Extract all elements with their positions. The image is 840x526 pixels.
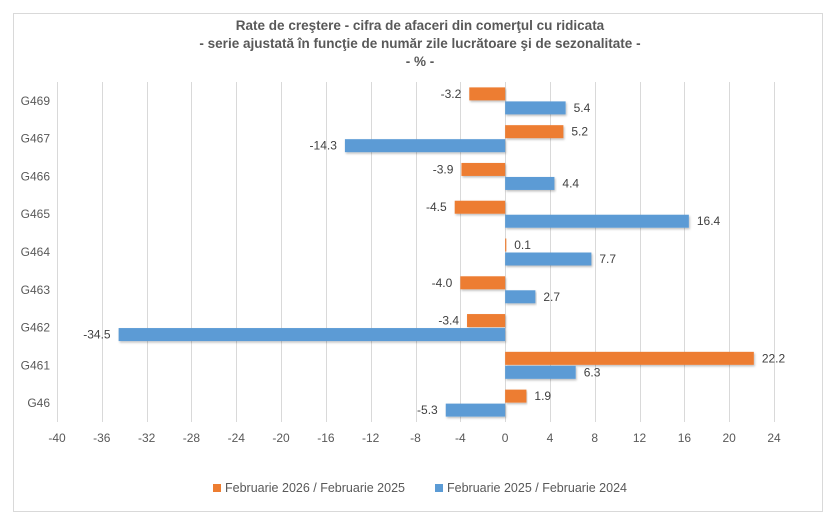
- bar-feb2026-vs-feb2025-G465[interactable]: [454, 200, 506, 214]
- bar-feb2026-vs-feb2025-G466[interactable]: [461, 162, 506, 176]
- x-tick-label: -20: [272, 431, 290, 445]
- legend-label: Februarie 2026 / Februarie 2025: [225, 481, 405, 495]
- x-tick-label: -4: [455, 431, 466, 445]
- x-tick-label: 16: [678, 431, 692, 445]
- data-label: 4.4: [562, 176, 579, 190]
- bar-feb2025-vs-feb2024-G467[interactable]: [344, 139, 506, 153]
- category-label: G465: [21, 207, 51, 221]
- data-label: 16.4: [697, 214, 721, 228]
- data-label: 0.1: [514, 238, 531, 252]
- data-label: -4.0: [432, 276, 453, 290]
- bar-feb2026-vs-feb2025-G467[interactable]: [505, 125, 564, 139]
- data-label: -3.2: [441, 87, 462, 101]
- category-label: G464: [21, 245, 51, 259]
- data-label: 6.3: [584, 365, 601, 379]
- x-tick-label: -8: [410, 431, 421, 445]
- gridlines: [57, 82, 775, 422]
- x-tick-label: -28: [183, 431, 201, 445]
- bar-feb2025-vs-feb2024-G46[interactable]: [445, 403, 506, 417]
- bar-feb2025-vs-feb2024-G463[interactable]: [505, 290, 536, 304]
- category-label: G469: [21, 94, 51, 108]
- legend-swatch-blue: [435, 484, 443, 492]
- bar-feb2026-vs-feb2025-G461[interactable]: [505, 351, 754, 365]
- bars: [118, 87, 754, 417]
- x-tick-label: -32: [138, 431, 156, 445]
- x-tick-label: 8: [591, 431, 598, 445]
- data-label: -3.9: [433, 162, 454, 176]
- x-tick-label: 24: [767, 431, 781, 445]
- data-label: 5.2: [571, 125, 588, 139]
- bar-feb2026-vs-feb2025-G46[interactable]: [505, 389, 527, 403]
- category-label: G463: [21, 283, 51, 297]
- bar-feb2025-vs-feb2024-G462[interactable]: [118, 328, 506, 342]
- x-tick-label: -40: [48, 431, 66, 445]
- legend-item-series-2[interactable]: Februarie 2025 / Februarie 2024: [435, 481, 627, 495]
- bar-feb2025-vs-feb2024-G461[interactable]: [505, 365, 576, 379]
- data-label: -5.3: [417, 403, 438, 417]
- data-label: 1.9: [534, 389, 551, 403]
- bar-feb2025-vs-feb2024-G465[interactable]: [505, 214, 689, 228]
- chart-subtitle: - serie ajustată în funcţie de număr zil…: [199, 36, 641, 51]
- legend-item-series-1[interactable]: Februarie 2026 / Februarie 2025: [213, 481, 405, 495]
- x-tick-label: -12: [362, 431, 380, 445]
- legend-label: Februarie 2025 / Februarie 2024: [447, 481, 627, 495]
- category-label: G467: [21, 132, 51, 146]
- x-tick-label: 12: [633, 431, 647, 445]
- x-tick-label: -36: [93, 431, 111, 445]
- chart-unit: - % -: [405, 54, 435, 69]
- bar-feb2025-vs-feb2024-G469[interactable]: [505, 101, 566, 115]
- legend: Februarie 2026 / Februarie 2025 Februari…: [0, 481, 840, 495]
- bar-feb2026-vs-feb2025-G464[interactable]: [505, 238, 507, 252]
- x-tick-label: -24: [228, 431, 246, 445]
- x-tick-label: -16: [317, 431, 335, 445]
- data-label: -14.3: [310, 139, 338, 153]
- category-label: G46: [27, 396, 50, 410]
- bar-feb2026-vs-feb2025-G462[interactable]: [467, 314, 506, 328]
- legend-swatch-orange: [213, 484, 222, 492]
- chart-title: Rate de creştere - cifra de afaceri din …: [235, 18, 605, 33]
- data-label: -3.4: [438, 314, 459, 328]
- bar-feb2026-vs-feb2025-G469[interactable]: [469, 87, 506, 101]
- data-label: 7.7: [599, 252, 616, 266]
- x-tick-label: 0: [502, 431, 509, 445]
- data-label: -4.5: [426, 200, 447, 214]
- x-axis-tick-labels: -40 -36 -32 -28 -24 -20 -16 -12 -8 -4 0 4 8 12 16 20 24: [48, 431, 781, 445]
- bar-feb2025-vs-feb2024-G466[interactable]: [505, 176, 555, 190]
- chart-title-block: Rate de creştere - cifra de afaceri din …: [0, 17, 840, 71]
- data-label: -34.5: [83, 328, 111, 342]
- category-label: G462: [21, 321, 51, 335]
- bar-feb2026-vs-feb2025-G463[interactable]: [460, 276, 506, 290]
- y-axis-category-labels: G469 G467 G466 G465 G464 G463 G462 G461 G46: [21, 94, 51, 410]
- category-label: G466: [21, 169, 51, 183]
- data-labels: -3.2 5.4 5.2 -14.3 -3.9 4.4 -4.5 16.4 0.1 7.7 -4.0…: [83, 87, 785, 417]
- bar-feb2025-vs-feb2024-G464[interactable]: [505, 252, 592, 266]
- data-label: 2.7: [543, 290, 560, 304]
- x-tick-label: 4: [547, 431, 554, 445]
- data-label: 22.2: [762, 351, 786, 365]
- category-label: G461: [21, 358, 51, 372]
- data-label: 5.4: [574, 101, 591, 115]
- x-tick-label: 20: [723, 431, 737, 445]
